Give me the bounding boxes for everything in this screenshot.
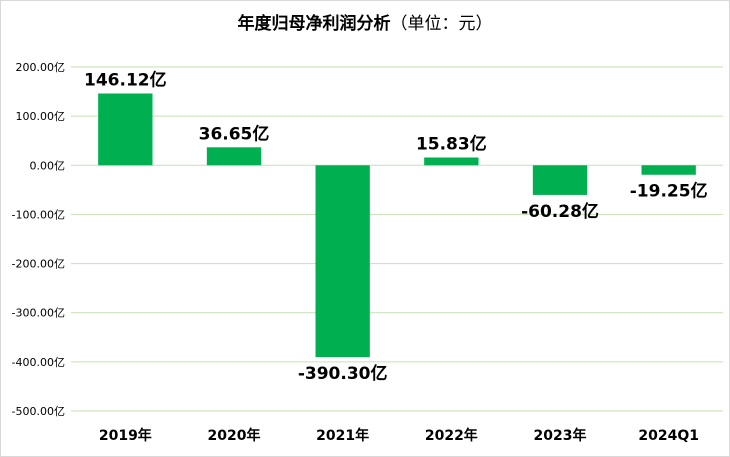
- chart-title-main: 年度归母净利润分析: [237, 14, 391, 34]
- x-tick-label: 2020年: [208, 427, 261, 444]
- y-tick-label: -400.00亿: [12, 356, 65, 369]
- x-tick-label: 2023年: [534, 427, 587, 444]
- data-label: 15.83亿: [416, 134, 487, 155]
- y-tick-label: -200.00亿: [12, 258, 65, 271]
- x-tick-label: 2021年: [316, 427, 369, 444]
- data-label: -19.25亿: [630, 181, 708, 202]
- chart-title-unit: （单位：元）: [390, 14, 493, 34]
- bar: [206, 147, 262, 166]
- bar: [98, 93, 153, 166]
- chart-title: 年度归母净利润分析（单位：元）: [1, 9, 729, 34]
- y-tick-label: 200.00亿: [16, 61, 66, 74]
- x-tick-label: 2019年: [99, 427, 152, 444]
- bar: [315, 165, 370, 358]
- x-tick-label: 2022年: [425, 427, 478, 444]
- x-tick-label: 2024Q1: [638, 428, 699, 444]
- y-tick-label: 100.00亿: [16, 110, 66, 123]
- bar: [532, 165, 588, 195]
- data-label: 146.12亿: [84, 69, 167, 90]
- data-label: -390.30亿: [298, 363, 388, 384]
- y-tick-label: -300.00亿: [12, 307, 65, 320]
- y-tick-label: -100.00亿: [12, 208, 65, 221]
- y-tick-label: 0.00亿: [30, 159, 66, 172]
- y-tick-label: -500.00亿: [12, 405, 65, 418]
- data-label: -60.28亿: [521, 201, 599, 222]
- data-label: 36.65亿: [199, 123, 270, 144]
- bar: [424, 157, 479, 166]
- bar: [641, 165, 696, 175]
